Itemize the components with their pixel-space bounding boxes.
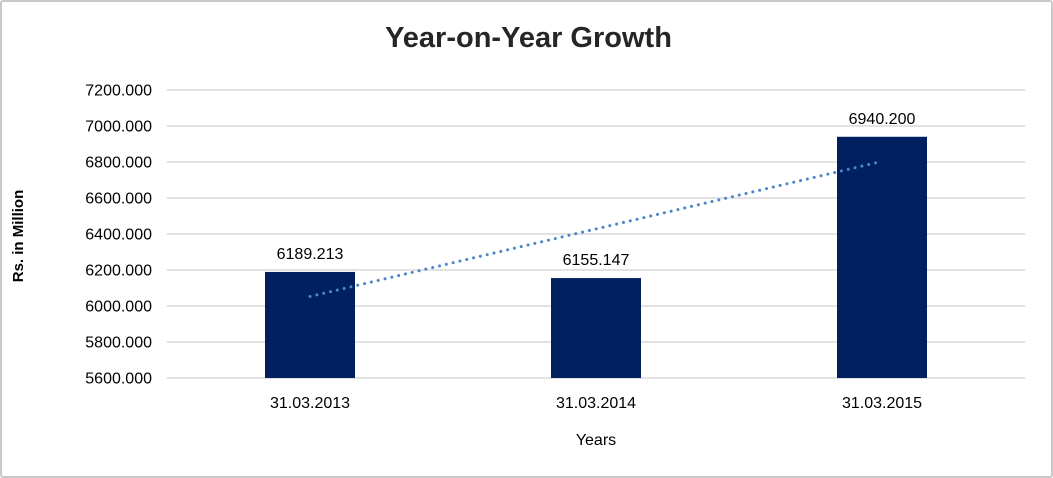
y-tick-label: 6000.000: [85, 299, 152, 316]
x-tick-label: 31.03.2014: [556, 395, 636, 412]
y-tick-label: 6800.000: [85, 155, 152, 172]
bar-value-label: 6940.200: [849, 111, 916, 128]
x-tick-label: 31.03.2013: [270, 395, 350, 412]
y-tick-label: 5600.000: [85, 371, 152, 388]
trendline-dotted: [308, 159, 884, 299]
y-tick-label: 7200.000: [85, 83, 152, 100]
bar-value-label: 6189.213: [277, 246, 344, 263]
y-tick-label: 5800.000: [85, 335, 152, 352]
x-tick-label: 31.03.2015: [842, 395, 922, 412]
y-tick-label: 7000.000: [85, 119, 152, 136]
y-tick-label: 6600.000: [85, 191, 152, 208]
bar: [265, 271, 355, 378]
bar: [837, 136, 927, 378]
bar: [551, 278, 641, 378]
y-tick-label: 6400.000: [85, 227, 152, 244]
y-tick-label: 6200.000: [85, 263, 152, 280]
x-axis-title: Years: [575, 432, 617, 449]
bar-value-label: 6155.147: [563, 252, 630, 269]
chart-title: Year-on-Year Growth: [385, 22, 672, 54]
